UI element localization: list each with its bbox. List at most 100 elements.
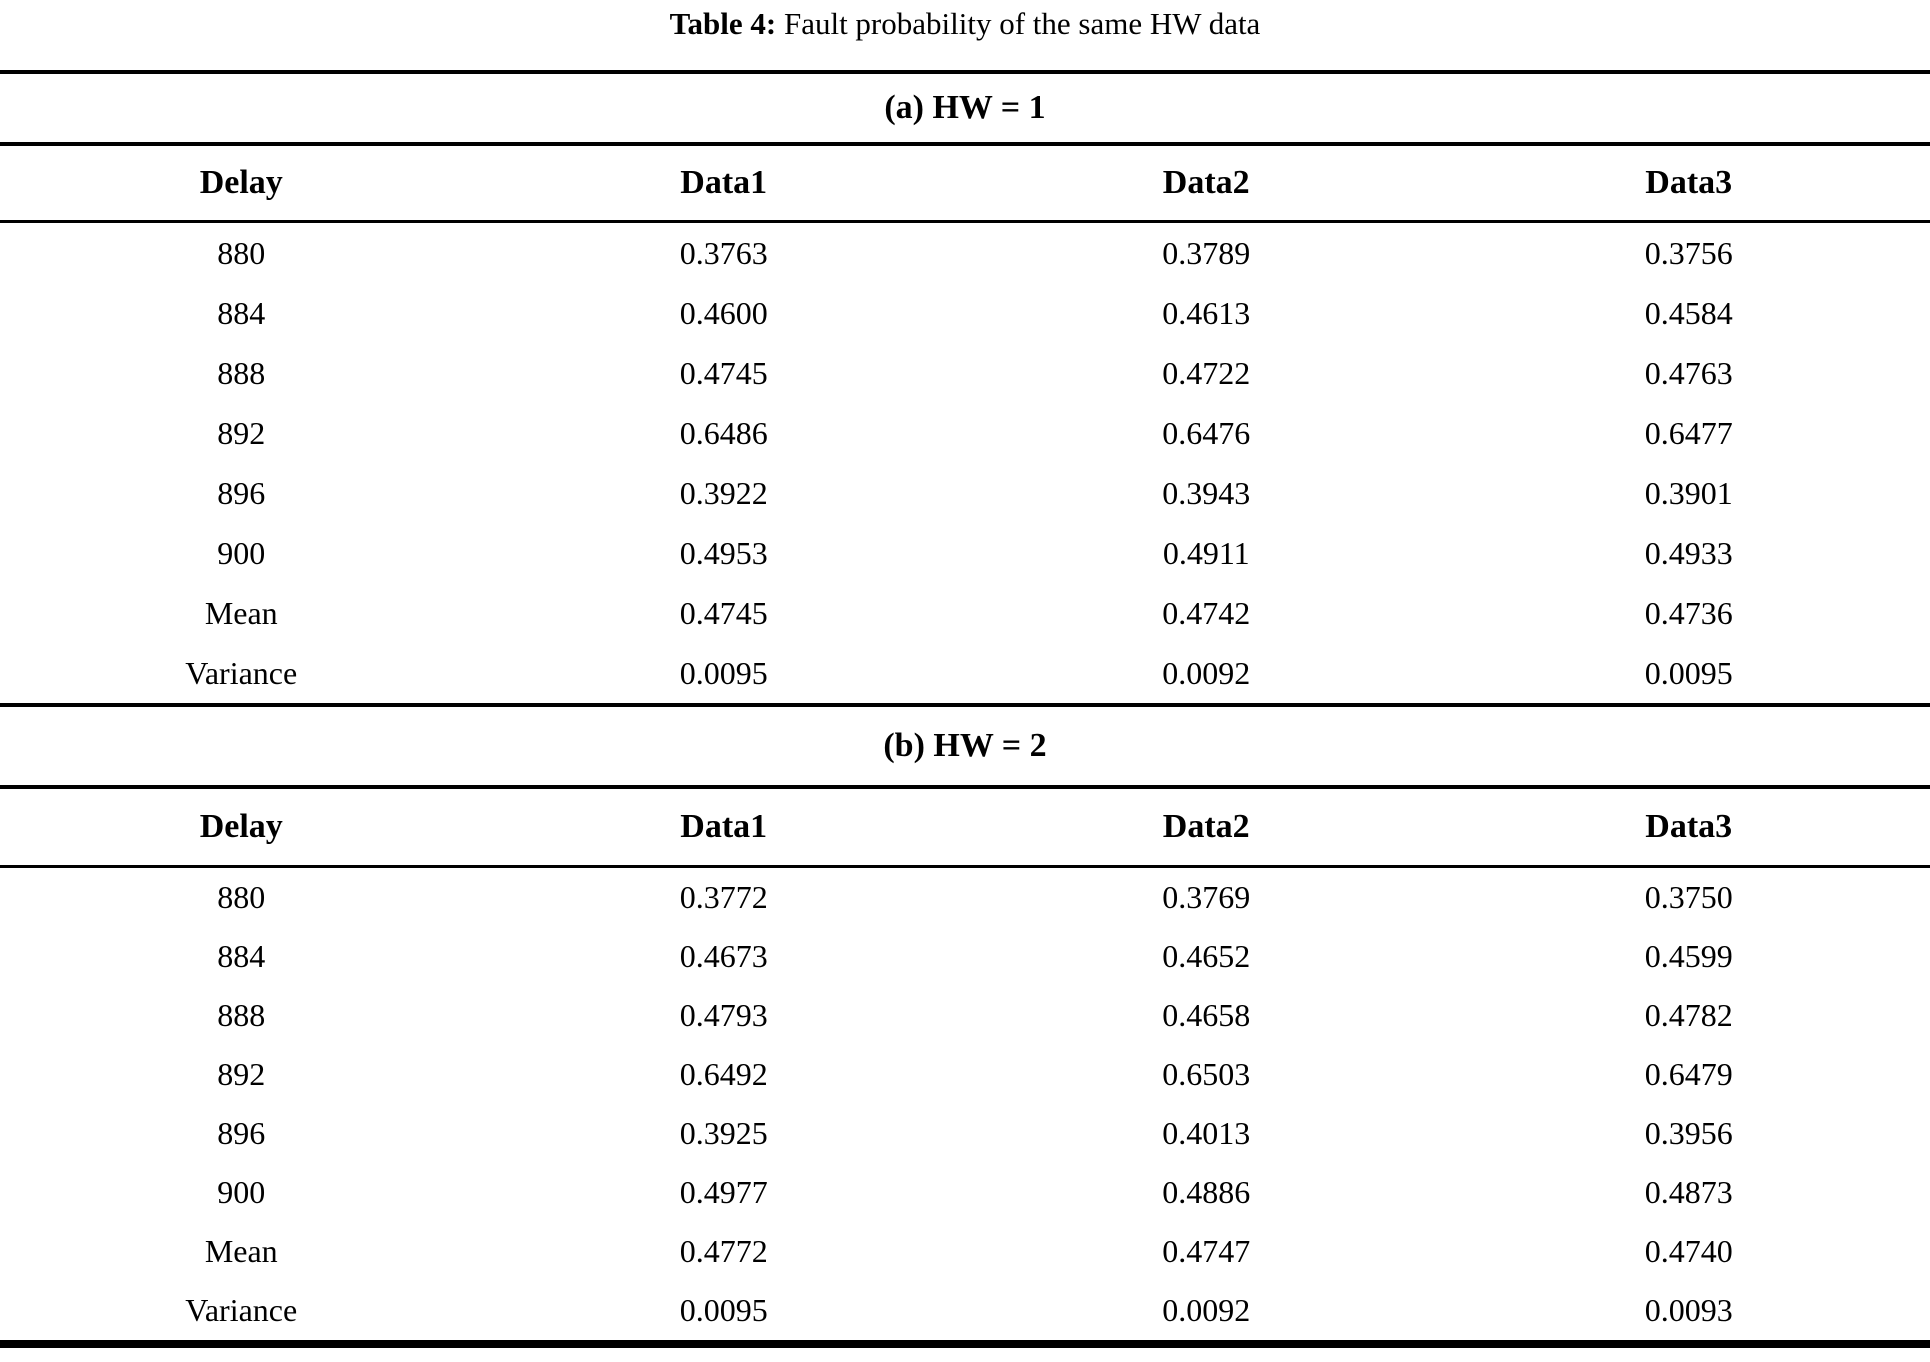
table-cell: 0.3901: [1644, 474, 1733, 511]
table-cell: 0.4600: [679, 294, 768, 331]
section-b-column-headers: Delay Data1 Data2 Data3: [0, 789, 1930, 865]
table-caption-label: Table 4:: [669, 6, 777, 41]
column-header-delay: Delay: [199, 164, 283, 201]
table-row: Mean 0.4772 0.4747 0.4740: [0, 1222, 1930, 1281]
table-cell: 0.4658: [1162, 997, 1251, 1033]
row-label: 900: [217, 1174, 266, 1210]
section-a-header-rule: [0, 220, 1930, 223]
table-bottom-rule: [0, 1340, 1930, 1348]
table-cell: 0.6479: [1644, 1056, 1733, 1092]
table-cell: 0.3769: [1162, 879, 1251, 915]
table-cell: 0.4745: [679, 354, 768, 391]
column-header-data3: Data3: [1645, 808, 1733, 845]
table-cell: 0.4782: [1644, 997, 1733, 1033]
table-row: 900 0.4977 0.4886 0.4873: [0, 1163, 1930, 1222]
table-cell: 0.4599: [1644, 938, 1733, 974]
table-cell: 0.4933: [1644, 534, 1733, 571]
table-cell: 0.4953: [679, 534, 768, 571]
section-b-heading: (b) HW = 2: [883, 727, 1047, 764]
table-cell: 0.0092: [1162, 1292, 1251, 1328]
table-row: 896 0.3922 0.3943 0.3901: [0, 463, 1930, 523]
row-label: Mean: [204, 594, 278, 631]
row-label: 884: [217, 294, 266, 331]
table-cell: 0.0092: [1162, 654, 1251, 691]
row-label: 896: [217, 1115, 266, 1151]
section-a-heading-rule: [0, 142, 1930, 146]
column-header-data2: Data2: [1162, 164, 1250, 201]
table-cell: 0.4977: [679, 1174, 768, 1210]
section-divider-rule: [0, 703, 1930, 707]
table-row: 888 0.4745 0.4722 0.4763: [0, 343, 1930, 403]
column-header-data1: Data1: [680, 164, 768, 201]
table-cell: 0.4673: [679, 938, 768, 974]
table-cell: 0.0095: [1644, 654, 1733, 691]
table-row: 888 0.4793 0.4658 0.4782: [0, 986, 1930, 1045]
table-caption-text: Fault probability of the same HW data: [776, 6, 1261, 41]
table-cell: 0.4613: [1162, 294, 1251, 331]
table-cell: 0.0095: [679, 654, 768, 691]
table-row: 884 0.4600 0.4613 0.4584: [0, 283, 1930, 343]
table-cell: 0.6477: [1644, 414, 1733, 451]
section-b-header-rule: [0, 865, 1930, 868]
table-row: 884 0.4673 0.4652 0.4599: [0, 927, 1930, 986]
table-cell: 0.3943: [1162, 474, 1251, 511]
table-top-rule: [0, 70, 1930, 74]
row-label: 888: [217, 354, 266, 391]
column-header-delay: Delay: [199, 808, 283, 845]
table-row: 880 0.3763 0.3789 0.3756: [0, 223, 1930, 283]
row-label: Variance: [185, 654, 298, 691]
table-cell: 0.3756: [1644, 234, 1733, 271]
table-cell: 0.4013: [1162, 1115, 1251, 1151]
table-cell: 0.6492: [679, 1056, 768, 1092]
row-label: 888: [217, 997, 266, 1033]
table-row: 900 0.4953 0.4911 0.4933: [0, 523, 1930, 583]
section-a-heading: (a) HW = 1: [884, 89, 1046, 126]
table-cell: 0.4652: [1162, 938, 1251, 974]
table-cell: 0.3922: [679, 474, 768, 511]
table-row: 880 0.3772 0.3769 0.3750: [0, 868, 1930, 927]
row-label: 892: [217, 414, 266, 451]
column-header-data1: Data1: [680, 808, 768, 845]
row-label: 880: [217, 234, 266, 271]
table-cell: 0.4740: [1644, 1233, 1733, 1269]
table-cell: 0.3750: [1644, 879, 1733, 915]
section-b-heading-rule: [0, 785, 1930, 789]
table-cell: 0.4886: [1162, 1174, 1251, 1210]
table-cell: 0.6476: [1162, 414, 1251, 451]
table-cell: 0.4772: [679, 1233, 768, 1269]
table-cell: 0.3789: [1162, 234, 1251, 271]
table-cell: 0.3956: [1644, 1115, 1733, 1151]
table-row: Variance 0.0095 0.0092 0.0093: [0, 1281, 1930, 1340]
table-cell: 0.4873: [1644, 1174, 1733, 1210]
table-cell: 0.4742: [1162, 594, 1251, 631]
table-cell: 0.3925: [679, 1115, 768, 1151]
table-cell: 0.0095: [679, 1292, 768, 1328]
row-label: Mean: [204, 1233, 278, 1269]
section-a-column-headers: Delay Data1 Data2 Data3: [0, 146, 1930, 220]
table-cell: 0.4747: [1162, 1233, 1251, 1269]
row-label: 884: [217, 938, 266, 974]
table-row: 892 0.6486 0.6476 0.6477: [0, 403, 1930, 463]
table-cell: 0.4745: [679, 594, 768, 631]
table-cell: 0.4736: [1644, 594, 1733, 631]
table-cell: 0.4911: [1162, 534, 1250, 571]
row-label: Variance: [185, 1292, 298, 1328]
row-label: 900: [217, 534, 266, 571]
table-row: 896 0.3925 0.4013 0.3956: [0, 1104, 1930, 1163]
column-header-data3: Data3: [1645, 164, 1733, 201]
table-cell: 0.4722: [1162, 354, 1251, 391]
table-row: 892 0.6492 0.6503 0.6479: [0, 1045, 1930, 1104]
table-cell: 0.4763: [1644, 354, 1733, 391]
column-header-data2: Data2: [1162, 808, 1250, 845]
row-label: 896: [217, 474, 266, 511]
row-label: 880: [217, 879, 266, 915]
table-row: Mean 0.4745 0.4742 0.4736: [0, 583, 1930, 643]
table-row: Variance 0.0095 0.0092 0.0095: [0, 643, 1930, 703]
table-cell: 0.4584: [1644, 294, 1733, 331]
table-caption: Table 4: Fault probability of the same H…: [0, 0, 1930, 70]
table-cell: 0.3772: [679, 879, 768, 915]
table-cell: 0.4793: [679, 997, 768, 1033]
row-label: 892: [217, 1056, 266, 1092]
table-cell: 0.6486: [679, 414, 768, 451]
table-cell: 0.0093: [1644, 1292, 1733, 1328]
